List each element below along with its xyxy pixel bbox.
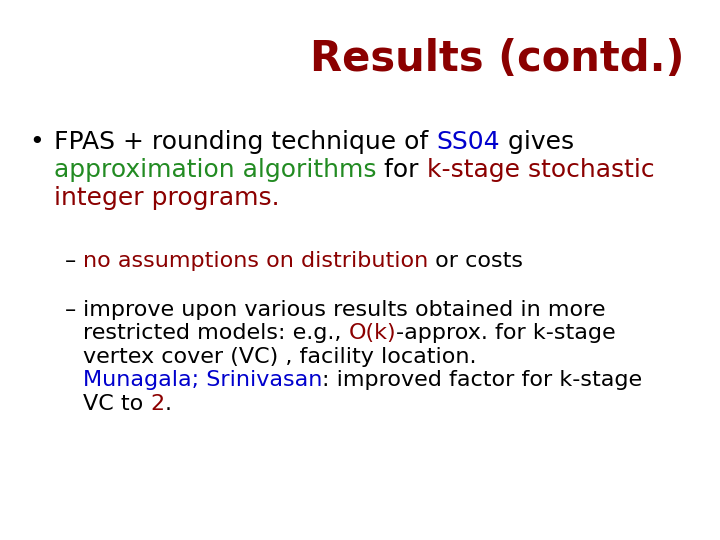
- Text: FPAS + rounding technique of: FPAS + rounding technique of: [54, 130, 436, 153]
- Text: or costs: or costs: [428, 251, 523, 271]
- Text: vertex cover (VC) , facility location.: vertex cover (VC) , facility location.: [83, 347, 477, 367]
- Text: improve upon various results obtained in more: improve upon various results obtained in…: [83, 300, 606, 320]
- Text: k-stage stochastic: k-stage stochastic: [427, 158, 654, 182]
- Text: integer programs.: integer programs.: [54, 186, 279, 210]
- Text: –: –: [65, 300, 76, 320]
- Text: .: .: [164, 394, 171, 414]
- Text: 2: 2: [150, 394, 164, 414]
- Text: gives: gives: [500, 130, 574, 153]
- Text: Results (contd.): Results (contd.): [310, 38, 684, 80]
- Text: VC to: VC to: [83, 394, 150, 414]
- Text: approximation algorithms: approximation algorithms: [54, 158, 377, 182]
- Text: no assumptions on distribution: no assumptions on distribution: [83, 251, 428, 271]
- Text: O(k): O(k): [348, 323, 396, 343]
- Text: restricted models: e.g.,: restricted models: e.g.,: [83, 323, 348, 343]
- Text: –: –: [65, 251, 76, 271]
- Text: SS04: SS04: [436, 130, 500, 153]
- Text: -approx. for k-stage: -approx. for k-stage: [396, 323, 616, 343]
- Text: : improved factor for k-stage: : improved factor for k-stage: [322, 370, 642, 390]
- Text: •: •: [29, 130, 43, 153]
- Text: Munagala; Srinivasan: Munagala; Srinivasan: [83, 370, 322, 390]
- Text: for: for: [377, 158, 427, 182]
